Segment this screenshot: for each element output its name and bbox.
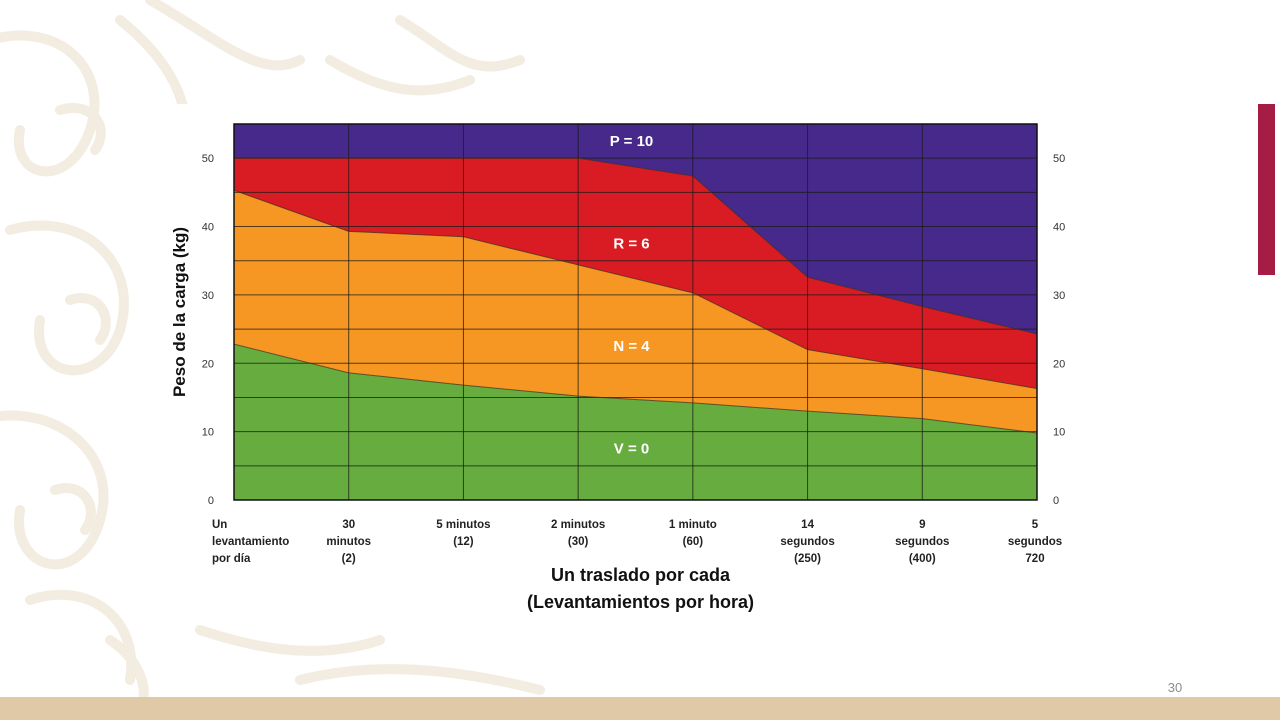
- y-axis-title: Peso de la carga (kg): [170, 227, 189, 397]
- zone-label-n: N = 4: [613, 338, 650, 355]
- x-tick-label-line: (250): [794, 553, 821, 565]
- zone-label-v: V = 0: [614, 441, 649, 458]
- x-tick-label: 1 minuto (60): [669, 519, 717, 548]
- zone-label-p: P = 10: [610, 133, 654, 150]
- x-tick-label-line: levantamiento: [212, 536, 289, 548]
- y-tick-label-right: 0: [1053, 495, 1059, 507]
- x-tick-label-line: 2 minutos: [551, 519, 605, 531]
- x-tick-label-line: Un: [212, 519, 227, 531]
- x-tick-label-line: 5 minutos: [436, 519, 490, 531]
- x-tick-label-line: (30): [568, 536, 589, 548]
- x-tick-label: 5 segundos 720: [1008, 519, 1062, 565]
- x-tick-label-line: (60): [683, 536, 704, 548]
- y-tick-label-right: 20: [1053, 358, 1065, 370]
- y-tick-label-left: 40: [202, 222, 214, 234]
- x-tick-label-line: segundos: [895, 536, 949, 548]
- zone-area-n: [234, 190, 1037, 434]
- y-tick-label-left: 0: [208, 495, 214, 507]
- x-axis-title-line: Un traslado por cada: [551, 565, 731, 585]
- x-tick-label-line: 9: [919, 519, 925, 531]
- x-tick-label: 14 segundos (250): [780, 519, 834, 565]
- chart-svg: V = 0 N = 4 R = 6 P = 10 0 0 10 10 20 20 30 30 40 40 5…: [170, 123, 1065, 612]
- page-number: 30: [1167, 680, 1183, 695]
- zone-area-v: [234, 344, 1037, 500]
- x-tick-label-line: 30: [342, 519, 355, 531]
- x-tick-label-line: 1 minuto: [669, 519, 717, 531]
- boundary-line: [233, 189, 1038, 390]
- boundary-line: [234, 157, 1038, 335]
- x-tick-label-line: segundos: [780, 536, 834, 548]
- y-tick-label-left: 20: [202, 358, 214, 370]
- y-tick-label-right: 50: [1053, 153, 1065, 165]
- footer-band: [0, 697, 1280, 720]
- x-tick-label: Un levantamiento por día: [212, 519, 289, 565]
- accent-bar: [1258, 104, 1275, 275]
- boundary-line: [233, 343, 1038, 434]
- x-tick-label-line: (2): [342, 553, 356, 565]
- chart-card: V = 0 N = 4 R = 6 P = 10 0 0 10 10 20 20 30 30 40 40 5…: [158, 104, 1070, 619]
- x-axis-title: Un traslado por cada (Levantamientos por …: [527, 565, 754, 612]
- x-tick-label: 2 minutos (30): [551, 519, 605, 548]
- x-tick-label-line: minutos: [326, 536, 371, 548]
- zone-area-p: [234, 124, 1037, 334]
- zone-label-r: R = 6: [613, 236, 649, 253]
- y-tick-label-right: 30: [1053, 290, 1065, 302]
- x-tick-label-line: 14: [801, 519, 814, 531]
- x-tick-label: 30 minutos (2): [326, 519, 371, 565]
- y-tick-label-left: 10: [202, 427, 214, 439]
- x-tick-label-line: 5: [1032, 519, 1039, 531]
- plot-border: [233, 123, 1038, 501]
- y-tick-label-left: 50: [202, 153, 214, 165]
- x-tick-label: 5 minutos (12): [436, 519, 490, 548]
- zone-area-r: [234, 158, 1037, 389]
- x-tick-label-line: (400): [909, 553, 936, 565]
- y-tick-label-right: 10: [1053, 427, 1065, 439]
- y-tick-label-left: 30: [202, 290, 214, 302]
- x-axis-title-line: (Levantamientos por hora): [527, 592, 754, 612]
- y-tick-label-right: 40: [1053, 222, 1065, 234]
- x-tick-label-line: por día: [212, 553, 251, 565]
- x-tick-label: 9 segundos (400): [895, 519, 949, 565]
- x-tick-label-line: 720: [1025, 553, 1044, 565]
- x-tick-label-line: segundos: [1008, 536, 1062, 548]
- x-tick-label-line: (12): [453, 536, 474, 548]
